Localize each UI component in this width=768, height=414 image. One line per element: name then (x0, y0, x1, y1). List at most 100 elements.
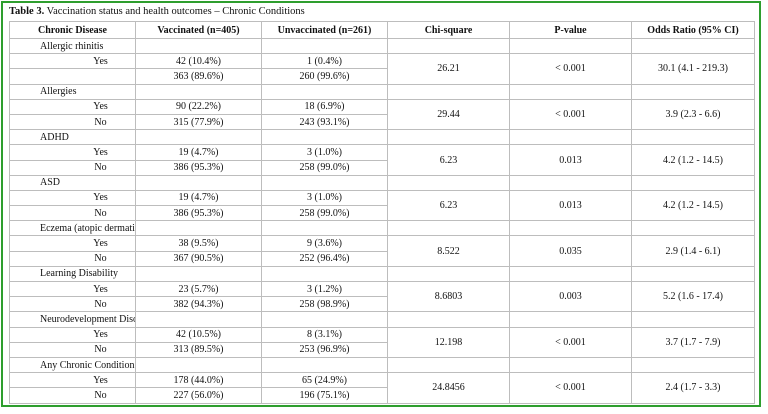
table-row: Yes 42 (10.4%) 1 (0.4%) 26.21 < 0.001 30.1 (4… (9, 53, 755, 85)
row-label: No (9, 387, 136, 404)
empty-cell (509, 83, 632, 100)
empty-cell (387, 174, 510, 191)
row-label: No (9, 296, 136, 313)
unvaccinated-value: 3 (1.2%) (261, 280, 388, 298)
p-value: < 0.001 (509, 98, 632, 131)
empty-cell (509, 356, 632, 374)
table-row: No 386 (95.3%) 258 (99.0%) (9, 159, 755, 176)
group-name: ADHD (9, 129, 136, 146)
unvaccinated-value: 260 (99.6%) (261, 68, 388, 85)
row-label: Yes (9, 189, 136, 207)
table-row: 363 (89.6%) 260 (99.6%) (9, 68, 755, 85)
vaccinated-value: 386 (95.3%) (135, 159, 262, 176)
empty-cell (135, 83, 262, 100)
row-label: Yes (9, 372, 136, 389)
table-row: Yes 42 (10.5%) 8 (3.1%) 12.198 < 0.001 3.7 (1… (9, 326, 755, 358)
group-row: ADHD (9, 129, 755, 146)
p-value: 0.003 (509, 280, 632, 313)
group-row: Any Chronic Condition (9, 356, 755, 374)
row-label: No (9, 341, 136, 358)
empty-cell (261, 37, 388, 55)
unvaccinated-value: 3 (1.0%) (261, 144, 388, 161)
p-value: 0.013 (509, 144, 632, 176)
vaccinated-value: 42 (10.5%) (135, 326, 262, 343)
odds-ratio-value: 3.7 (1.7 - 7.9) (631, 326, 755, 358)
empty-cell (261, 174, 388, 191)
vaccinated-value: 42 (10.4%) (135, 53, 262, 70)
chronic-conditions-table: Chronic Disease Vaccinated (n=405) Unvac… (9, 21, 755, 404)
empty-cell (135, 311, 262, 328)
vaccinated-value: 313 (89.5%) (135, 341, 262, 358)
unvaccinated-value: 3 (1.0%) (261, 189, 388, 207)
odds-ratio-value: 5.2 (1.6 - 17.4) (631, 280, 755, 313)
vaccinated-value: 19 (4.7%) (135, 189, 262, 207)
empty-cell (387, 311, 510, 328)
unvaccinated-value: 18 (6.9%) (261, 98, 388, 115)
table-row: No 313 (89.5%) 253 (96.9%) (9, 341, 755, 358)
table-row: No 367 (90.5%) 252 (96.4%) (9, 250, 755, 267)
table-frame: Table 3. Vaccination status and health o… (1, 1, 761, 407)
empty-cell (261, 129, 388, 146)
row-label (9, 68, 136, 85)
p-value: 0.035 (509, 235, 632, 267)
chi-square-value: 6.23 (387, 189, 510, 222)
group-row: ASD (9, 174, 755, 191)
empty-cell (261, 220, 388, 237)
header-p-value: P-value (509, 21, 632, 39)
odds-ratio-value: 4.2 (1.2 - 14.5) (631, 189, 755, 222)
row-label: No (9, 159, 136, 176)
empty-cell (509, 37, 632, 55)
empty-cell (261, 311, 388, 328)
group-name: ASD (9, 174, 136, 191)
table-row: Yes 23 (5.7%) 3 (1.2%) 8.6803 0.003 5.2 (1.6 … (9, 280, 755, 313)
group-name: Eczema (atopic dermatitis) (9, 220, 136, 237)
empty-cell (631, 265, 755, 283)
p-value: 0.013 (509, 189, 632, 222)
empty-cell (387, 220, 510, 237)
group-name: Any Chronic Condition (9, 356, 136, 374)
table-row: Yes 38 (9.5%) 9 (3.6%) 8.522 0.035 2.9 (1.4 -… (9, 235, 755, 267)
row-label: Yes (9, 235, 136, 252)
header-odds-ratio: Odds Ratio (95% CI) (631, 21, 755, 39)
unvaccinated-value: 253 (96.9%) (261, 341, 388, 358)
chi-square-value: 29.44 (387, 98, 510, 131)
row-label: No (9, 113, 136, 131)
caption-text: Vaccination status and health outcomes –… (44, 6, 305, 17)
group-row: Learning Disability (9, 265, 755, 283)
vaccinated-value: 315 (77.9%) (135, 113, 262, 131)
empty-cell (135, 220, 262, 237)
vaccinated-value: 386 (95.3%) (135, 205, 262, 222)
unvaccinated-value: 243 (93.1%) (261, 113, 388, 131)
empty-cell (509, 174, 632, 191)
chi-square-value: 26.21 (387, 53, 510, 85)
empty-cell (631, 129, 755, 146)
unvaccinated-value: 9 (3.6%) (261, 235, 388, 252)
empty-cell (631, 37, 755, 55)
vaccinated-value: 19 (4.7%) (135, 144, 262, 161)
table-body: Allergic rhinitis Yes 42 (10.4%) 1 (0.4%) 26… (9, 37, 755, 404)
table-row: No 227 (56.0%) 196 (75.1%) (9, 387, 755, 404)
header-chi-square: Chi-square (387, 21, 510, 39)
group-row: Allergic rhinitis (9, 37, 755, 55)
row-label: Yes (9, 144, 136, 161)
unvaccinated-value: 8 (3.1%) (261, 326, 388, 343)
empty-cell (631, 220, 755, 237)
empty-cell (631, 83, 755, 100)
vaccinated-value: 38 (9.5%) (135, 235, 262, 252)
empty-cell (261, 265, 388, 283)
header-vaccinated: Vaccinated (n=405) (135, 21, 262, 39)
unvaccinated-value: 258 (99.0%) (261, 159, 388, 176)
table-row: Yes 19 (4.7%) 3 (1.0%) 6.23 0.013 4.2 (1.2 - … (9, 144, 755, 176)
empty-cell (387, 129, 510, 146)
empty-cell (509, 265, 632, 283)
row-label: Yes (9, 326, 136, 343)
unvaccinated-value: 258 (98.9%) (261, 296, 388, 313)
odds-ratio-value: 2.4 (1.7 - 3.3) (631, 372, 755, 404)
group-row: Neurodevelopment Disorder (9, 311, 755, 328)
unvaccinated-value: 65 (24.9%) (261, 372, 388, 389)
group-row: Eczema (atopic dermatitis) (9, 220, 755, 237)
empty-cell (631, 174, 755, 191)
odds-ratio-value: 3.9 (2.3 - 6.6) (631, 98, 755, 131)
empty-cell (631, 356, 755, 374)
empty-cell (261, 83, 388, 100)
